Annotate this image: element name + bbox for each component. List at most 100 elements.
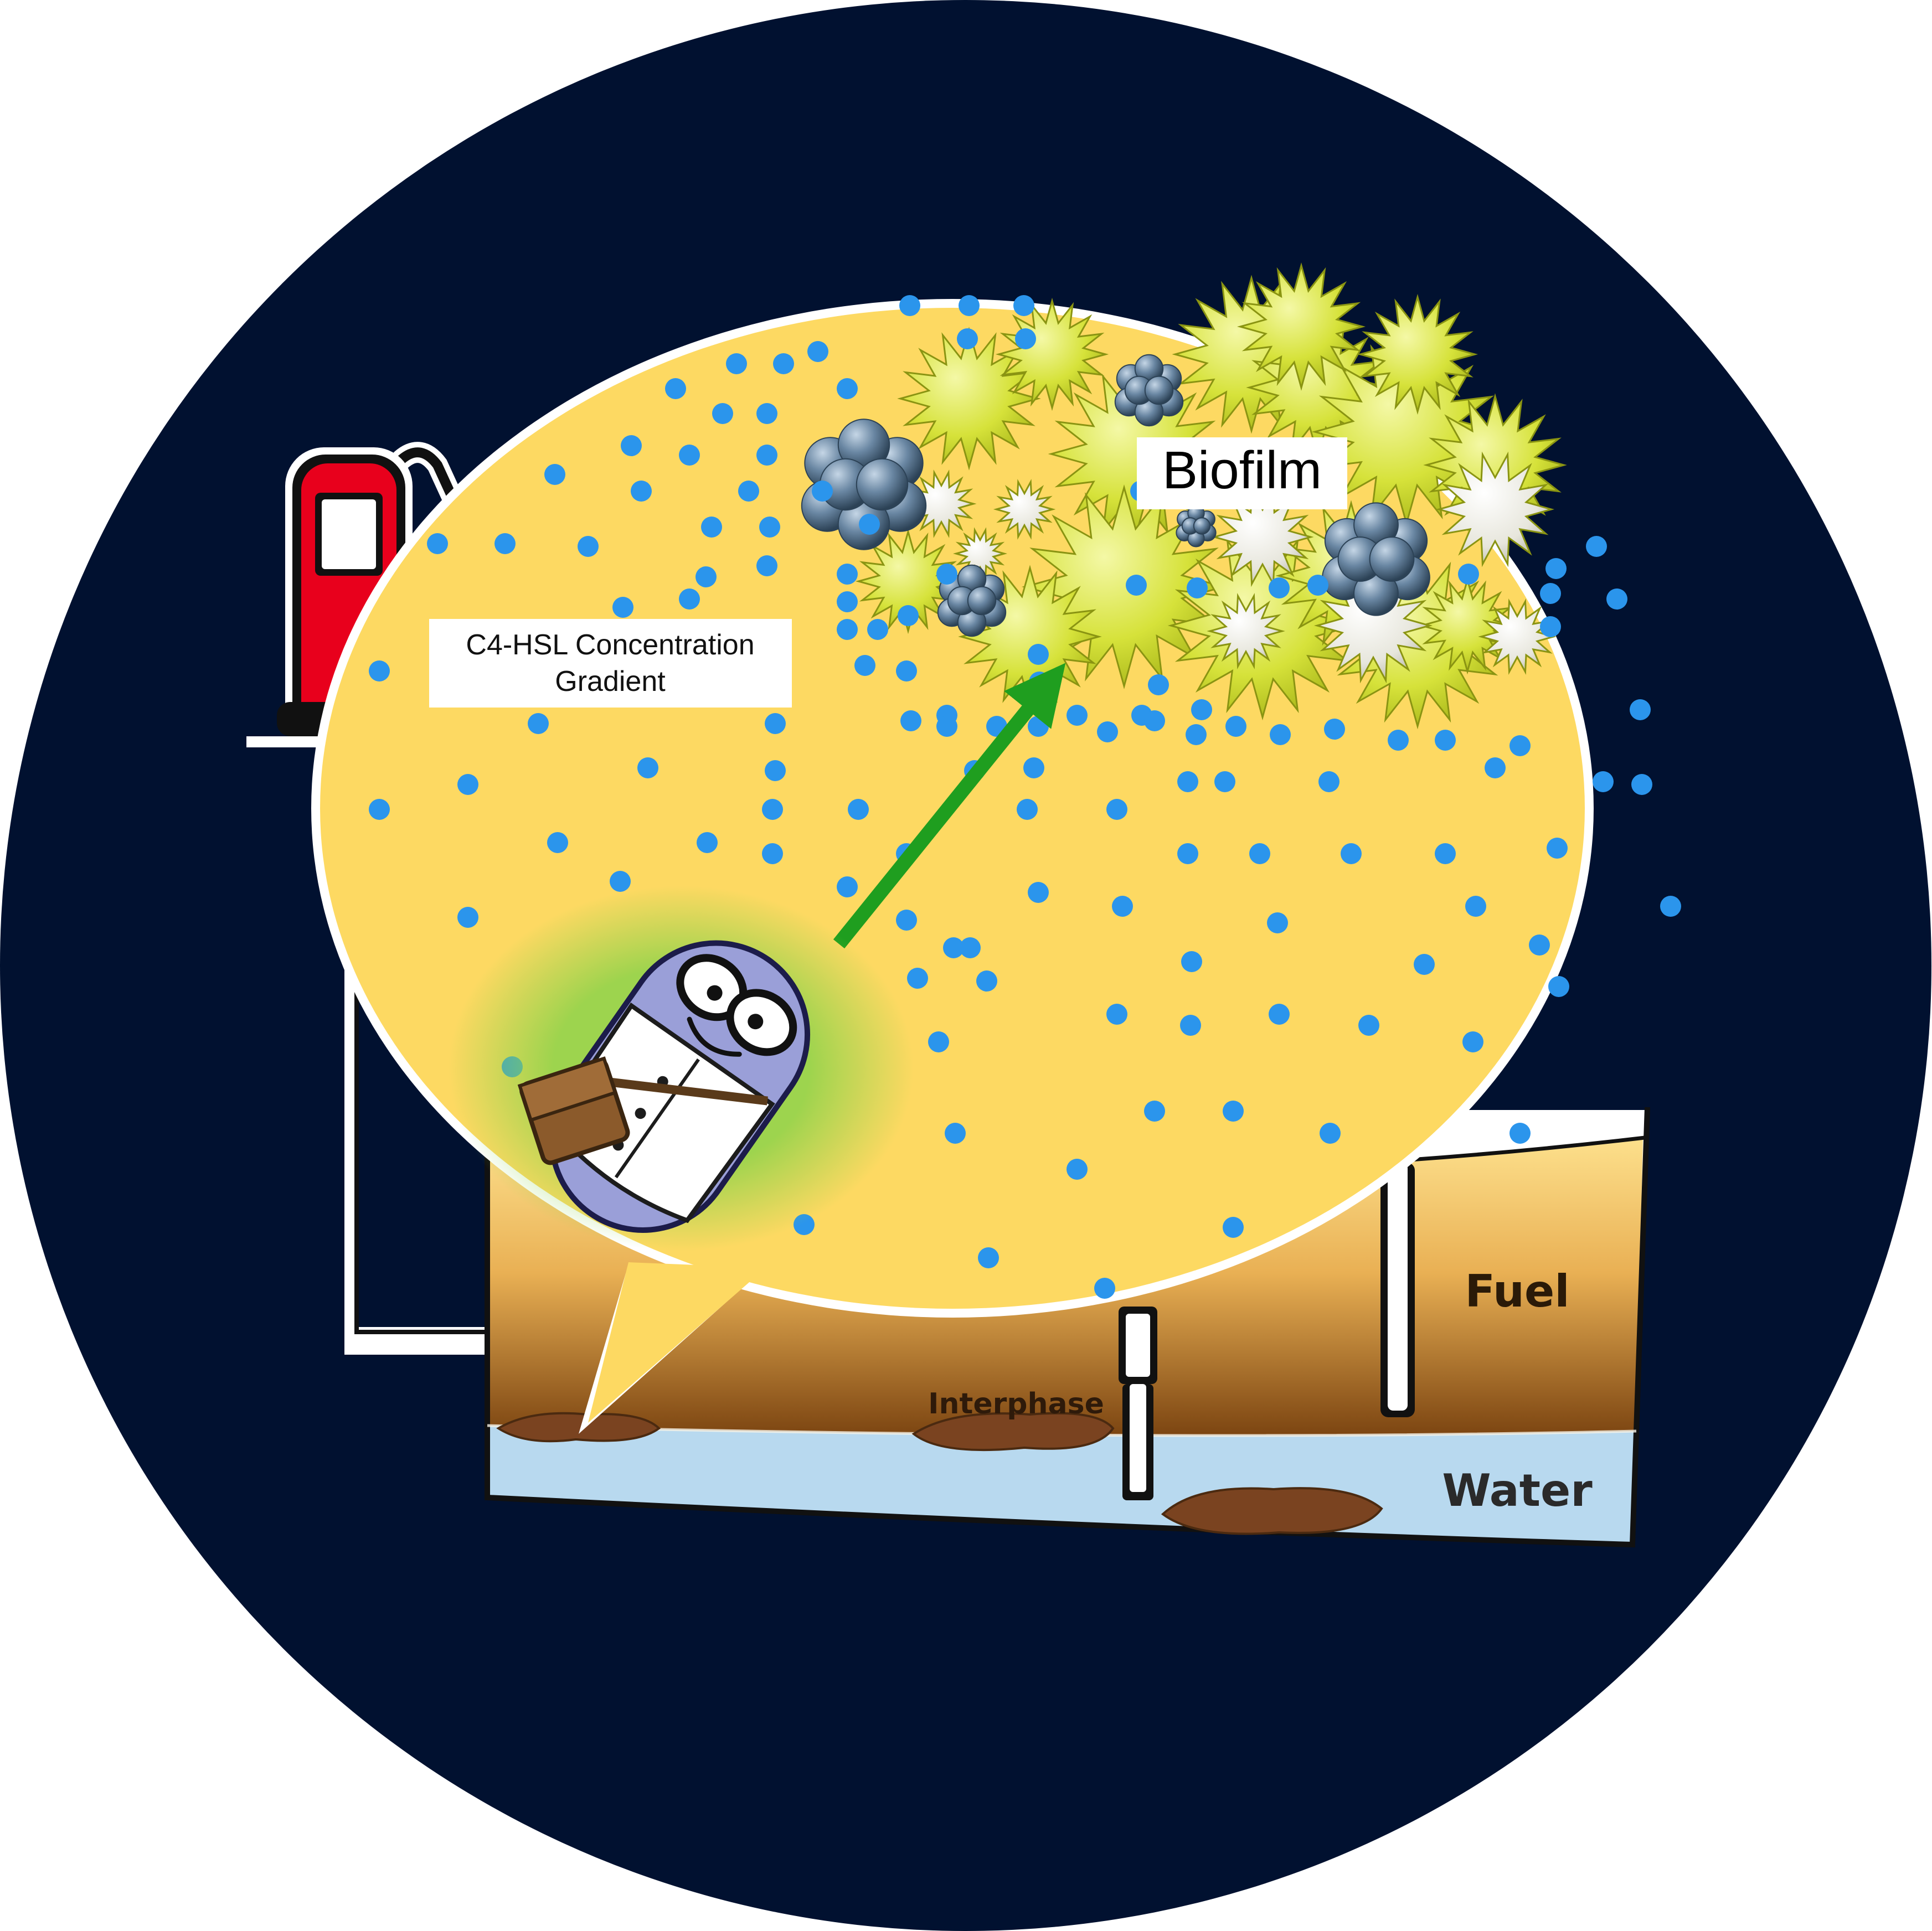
signal-molecule-dot — [701, 517, 722, 538]
signal-molecule-dot — [1547, 838, 1568, 859]
signal-molecule-dot — [1015, 328, 1036, 349]
signal-molecule-dot — [896, 910, 917, 931]
signal-molecule-dot — [756, 403, 777, 424]
signal-molecule-dot — [738, 481, 759, 502]
signal-molecule-dot — [1414, 954, 1435, 975]
signal-molecule-dot — [612, 597, 633, 618]
biofilm-cell-yellow — [995, 297, 1109, 411]
signal-molecule-dot — [1181, 951, 1202, 972]
signal-molecule-dot — [837, 591, 858, 612]
signal-molecule-dot — [936, 564, 957, 585]
gradient-label-line2: Gradient — [555, 665, 666, 698]
signal-molecule-dot — [1631, 774, 1652, 795]
signal-molecule-dot — [1106, 1004, 1127, 1025]
signal-molecule-dot — [759, 517, 780, 538]
signal-molecule-dot — [978, 1247, 999, 1268]
signal-molecule-dot — [427, 533, 448, 554]
signal-molecule-dot — [837, 876, 858, 897]
signal-molecule-dot — [1225, 716, 1246, 737]
biofilm-label: Biofilm — [1162, 441, 1322, 500]
gradient-label-box: C4-HSL Concentration Gradient — [429, 619, 792, 708]
signal-molecule-dot — [1180, 1015, 1201, 1036]
signal-molecule-dot — [1191, 699, 1212, 720]
signal-molecule-dot — [1186, 724, 1207, 745]
signal-molecule-dot — [679, 445, 700, 466]
signal-molecule-dot — [960, 937, 981, 958]
signal-molecule-dot — [848, 799, 869, 820]
biofilm-cell-white — [1478, 598, 1557, 675]
signal-molecule-dot — [1223, 1101, 1244, 1122]
signal-molecule-dot — [1545, 558, 1567, 579]
scientist-bacterium-icon — [449, 886, 914, 1251]
signal-molecule-dot — [1548, 976, 1569, 997]
signal-molecule-dot — [1269, 577, 1290, 598]
signal-molecule-dot — [1307, 575, 1328, 596]
signal-molecule-dot — [1540, 583, 1561, 604]
signal-molecule-dot — [1630, 699, 1651, 720]
signal-molecule-dot — [631, 481, 652, 502]
signal-molecule-dot — [807, 341, 828, 362]
interphase-label: Interphase — [928, 1387, 1104, 1421]
signal-molecule-dot — [1509, 1123, 1531, 1144]
signal-molecule-dot — [1485, 757, 1506, 778]
signal-molecule-dot — [1177, 843, 1198, 864]
signal-molecule-dot — [1126, 575, 1147, 596]
water-label: Water — [1442, 1465, 1593, 1516]
signal-molecule-dot — [1320, 1123, 1341, 1144]
signal-molecule-dot — [854, 655, 875, 676]
signal-molecule-dot — [899, 295, 920, 316]
signal-molecule-dot — [610, 871, 631, 892]
biofilm-cell-yellow — [855, 528, 961, 634]
biofilm-label-box: Biofilm — [1137, 437, 1347, 509]
signal-molecule-dot — [712, 403, 733, 424]
signal-molecule-dot — [867, 619, 888, 640]
signal-molecule-dot — [1586, 536, 1607, 557]
signal-molecule-dot — [837, 619, 858, 640]
signal-molecule-dot — [1435, 843, 1456, 864]
signal-molecule-dot — [1097, 721, 1118, 742]
signal-molecule-dot — [943, 937, 964, 958]
signal-molecule-dot — [1509, 735, 1531, 756]
signal-molecule-dot — [756, 555, 777, 576]
sludge — [911, 1412, 1115, 1452]
cell-cluster-icon — [1114, 354, 1184, 427]
signal-molecule-dot — [369, 660, 390, 681]
biofilm-cell-yellow — [897, 327, 1041, 471]
signal-molecule-dot — [369, 799, 390, 820]
signal-molecule-dot — [544, 464, 565, 485]
signal-molecule-dot — [1249, 843, 1270, 864]
signal-molecule-dot — [907, 968, 928, 989]
signal-molecule-dot — [1148, 674, 1169, 695]
signal-molecule-dot — [457, 907, 478, 928]
biofilm-colony — [801, 262, 1567, 730]
biofilm-cell-white — [952, 527, 1008, 580]
signal-molecule-dot — [1270, 724, 1291, 745]
signal-molecule-dot — [1318, 771, 1339, 792]
signal-molecule-dot — [837, 378, 858, 399]
signal-molecule-dot — [1435, 730, 1456, 751]
sludge — [1161, 1487, 1383, 1535]
signal-molecule-dot — [1094, 1278, 1115, 1299]
signal-molecule-dot — [859, 514, 880, 535]
signal-molecules — [369, 295, 1681, 1299]
signal-molecule-dot — [665, 378, 686, 399]
signal-molecule-dot — [900, 710, 921, 731]
chemotaxis-arrow-icon — [833, 663, 1066, 949]
signal-molecule-dot — [1593, 771, 1614, 792]
sludge — [496, 1412, 661, 1443]
signal-molecule-dot — [726, 353, 747, 374]
signal-molecule-dot — [695, 566, 717, 587]
signal-molecule-dot — [1028, 644, 1049, 665]
signal-molecule-dot — [896, 660, 917, 681]
signal-molecule-dot — [762, 799, 783, 820]
signal-molecule-dot — [528, 713, 549, 734]
signal-molecule-dot — [1462, 1031, 1483, 1052]
signal-molecule-dot — [1529, 934, 1550, 956]
signal-molecule-dot — [959, 295, 980, 316]
signal-molecule-dot — [637, 757, 658, 778]
signal-molecule-dot — [1028, 882, 1049, 903]
signal-molecule-dot — [697, 832, 718, 853]
biofilm-cell-yellow — [1237, 262, 1366, 391]
signal-molecule-dot — [1067, 705, 1088, 726]
